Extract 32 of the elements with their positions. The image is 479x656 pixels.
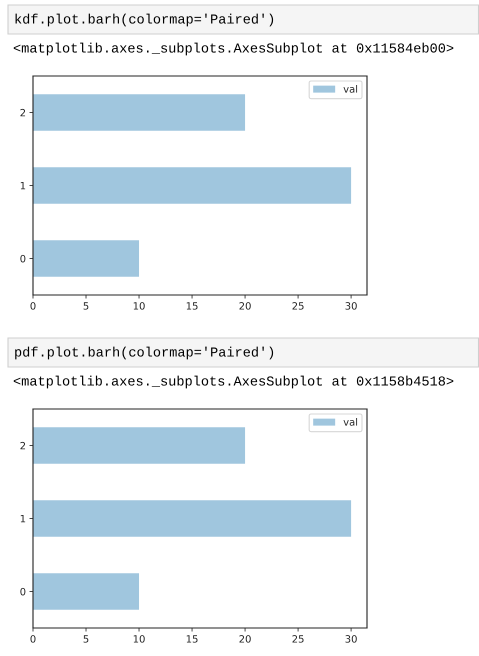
x-tick-label: 30 [345, 635, 357, 643]
x-tick-label: 25 [292, 302, 304, 310]
bar [33, 500, 352, 537]
bar [33, 427, 246, 464]
bar [33, 167, 352, 204]
text: pdf.plot.barh(colormap='Paired') [15, 346, 274, 360]
x-tick-label: 25 [292, 635, 304, 643]
y-tick-label: 0 [20, 254, 26, 262]
y-tick-label: 2 [20, 442, 26, 450]
bar [33, 573, 140, 610]
x-tick-label: 0 [30, 302, 36, 310]
x-tick-label: 5 [84, 635, 88, 643]
x-tick-label: 15 [186, 302, 198, 310]
text: <matplotlib.axes._subplots.AxesSubplot at 0x1158b4518> [14, 376, 454, 388]
x-tick-label: 10 [134, 302, 145, 310]
x-tick-label: 10 [134, 635, 145, 643]
y-tick-label: 0 [20, 588, 26, 596]
y-tick-label: 1 [20, 182, 26, 190]
x-tick-label: 15 [186, 635, 198, 643]
x-tick-label: 30 [345, 302, 357, 310]
text: <matplotlib.axes._subplots.AxesSubplot at 0x11584eb00> [14, 42, 454, 56]
x-tick-label: 5 [84, 302, 88, 310]
text: kdf.plot.barh(colormap='Paired') [16, 14, 274, 26]
x-tick-label: 20 [239, 635, 251, 643]
y-tick-label: 2 [20, 108, 26, 116]
legend-label: val [343, 85, 358, 93]
legend-label: val [343, 418, 358, 426]
bar [33, 240, 140, 277]
y-tick-label: 1 [20, 515, 26, 522]
bar [33, 94, 246, 131]
x-tick-label: 20 [239, 302, 251, 310]
x-tick-label: 0 [30, 635, 36, 643]
